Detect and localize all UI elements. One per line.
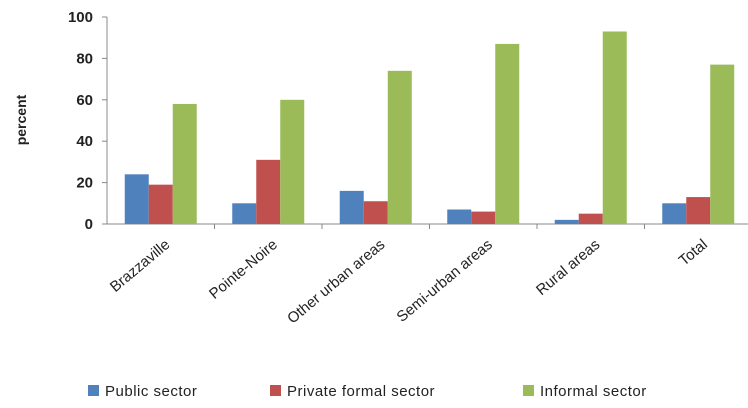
- bar-public-sector: [339, 190, 364, 224]
- y-tick-label: 20: [76, 175, 93, 192]
- bar-informal-sector: [495, 43, 520, 224]
- category-label: Pointe-Noire: [206, 236, 281, 303]
- bar-private-formal-sector: [471, 211, 496, 224]
- bar-private-formal-sector: [148, 184, 173, 224]
- category-label: Rural areas: [533, 236, 603, 299]
- category-label: Brazzaville: [107, 236, 173, 296]
- y-tick-label: 60: [76, 92, 93, 109]
- bar-informal-sector: [280, 99, 305, 224]
- bar-public-sector: [447, 209, 472, 224]
- bar-public-sector: [232, 203, 257, 224]
- legend-swatch: [88, 385, 99, 396]
- bar-private-formal-sector: [256, 159, 281, 224]
- bar-public-sector: [124, 174, 149, 224]
- legend-label: Informal sector: [540, 383, 647, 400]
- bar-private-formal-sector: [578, 213, 603, 224]
- y-tick-label: 80: [76, 50, 93, 67]
- bar-informal-sector: [602, 31, 627, 224]
- bar-informal-sector: [387, 70, 412, 224]
- legend-label: Public sector: [105, 383, 197, 400]
- category-label: Other urban areas: [284, 236, 388, 327]
- bar-public-sector: [662, 203, 687, 224]
- category-label: Total: [676, 236, 711, 269]
- y-tick-label: 40: [76, 133, 93, 150]
- legend-label: Private formal sector: [287, 383, 435, 400]
- y-axis-label: percent: [13, 94, 29, 145]
- bar-public-sector: [554, 219, 579, 224]
- bar-informal-sector: [710, 64, 735, 224]
- bar-private-formal-sector: [363, 201, 388, 224]
- legend: Public sector Private formal sector Inform…: [88, 383, 647, 400]
- category-label: Semi-urban areas: [394, 236, 496, 326]
- y-tick-label: 0: [85, 216, 93, 233]
- bars: [124, 31, 735, 224]
- category-labels: Brazzaville Pointe-Noire Other urban areas…: [107, 224, 711, 327]
- y-tick-label: 100: [68, 9, 93, 26]
- legend-swatch: [270, 385, 281, 396]
- legend-swatch: [523, 385, 534, 396]
- bar-private-formal-sector: [686, 197, 711, 224]
- y-ticks: 0 20 40 60 80 100: [68, 9, 107, 233]
- bar-informal-sector: [172, 103, 197, 224]
- axes: [106, 17, 748, 225]
